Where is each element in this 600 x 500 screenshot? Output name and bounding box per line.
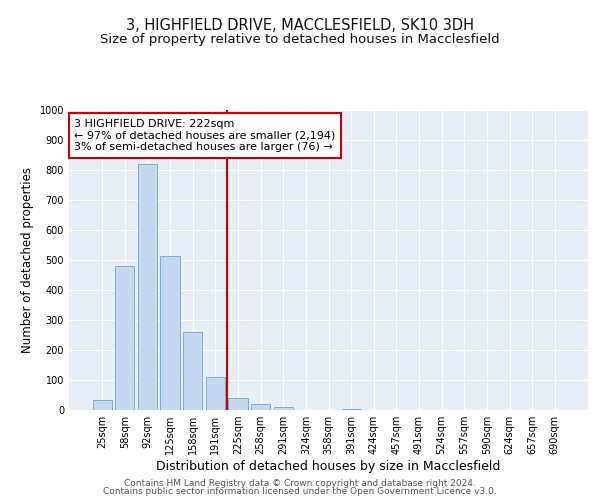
Bar [115,266,134,410]
Bar [160,256,180,410]
Bar [206,377,225,410]
Text: Size of property relative to detached houses in Macclesfield: Size of property relative to detached ho… [100,32,500,46]
X-axis label: Distribution of detached houses by size in Macclesfield: Distribution of detached houses by size … [157,460,500,473]
Bar [183,332,202,410]
Text: 3, HIGHFIELD DRIVE, MACCLESFIELD, SK10 3DH: 3, HIGHFIELD DRIVE, MACCLESFIELD, SK10 3… [126,18,474,32]
Text: Contains HM Land Registry data © Crown copyright and database right 2024.: Contains HM Land Registry data © Crown c… [124,478,476,488]
Bar [251,404,270,410]
Text: 3 HIGHFIELD DRIVE: 222sqm
← 97% of detached houses are smaller (2,194)
3% of sem: 3 HIGHFIELD DRIVE: 222sqm ← 97% of detac… [74,119,335,152]
Bar [138,164,157,410]
Text: Contains public sector information licensed under the Open Government Licence v3: Contains public sector information licen… [103,487,497,496]
Bar [274,407,293,410]
Y-axis label: Number of detached properties: Number of detached properties [21,167,34,353]
Bar [341,408,361,410]
Bar [229,398,248,410]
Bar [92,400,112,410]
